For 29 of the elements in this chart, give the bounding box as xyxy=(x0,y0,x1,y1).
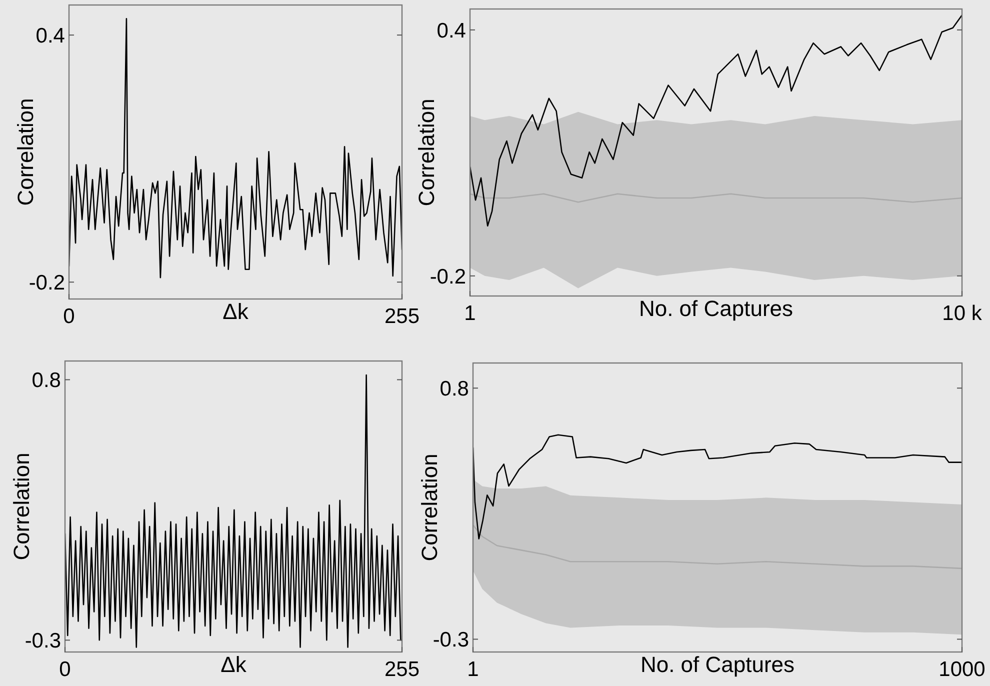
x-axis-title: No. of Captures xyxy=(638,296,794,321)
line-series xyxy=(470,14,962,227)
x-tick-label: 0 xyxy=(59,658,71,681)
y-tick-label: -0.3 xyxy=(432,628,469,652)
x-tick-label: 0 xyxy=(63,305,75,328)
y-tick-label: -0.2 xyxy=(430,265,466,288)
x-tick-label: 1000 xyxy=(938,658,986,681)
y-axis-title: Correlation xyxy=(417,454,442,562)
line-series xyxy=(473,524,962,570)
x-axis-title: No. of Captures xyxy=(640,652,795,677)
y-tick-label: -0.2 xyxy=(28,271,65,294)
y-axis-title: Correlation xyxy=(13,98,38,206)
y-axis-title: Correlation xyxy=(9,452,34,560)
x-axis-title: Δk xyxy=(222,299,250,324)
y-tick-label: 0.4 xyxy=(436,19,466,42)
line-series xyxy=(473,434,962,540)
x-tick-label: 10 k xyxy=(942,302,982,325)
x-tick-label: 255 xyxy=(384,305,420,328)
line-series xyxy=(69,18,402,278)
y-tick-label: 0.4 xyxy=(36,24,66,48)
x-tick-label: 1 xyxy=(464,302,476,325)
x-tick-label: 255 xyxy=(384,658,420,681)
y-axis-title: Correlation xyxy=(414,98,439,206)
y-tick-label: 0.8 xyxy=(440,377,469,400)
y-tick-label: 0.8 xyxy=(32,369,61,392)
line-series xyxy=(65,374,402,648)
x-axis-title: Δk xyxy=(220,652,248,677)
y-tick-label: -0.3 xyxy=(24,630,61,653)
x-tick-label: 1 xyxy=(467,658,479,681)
